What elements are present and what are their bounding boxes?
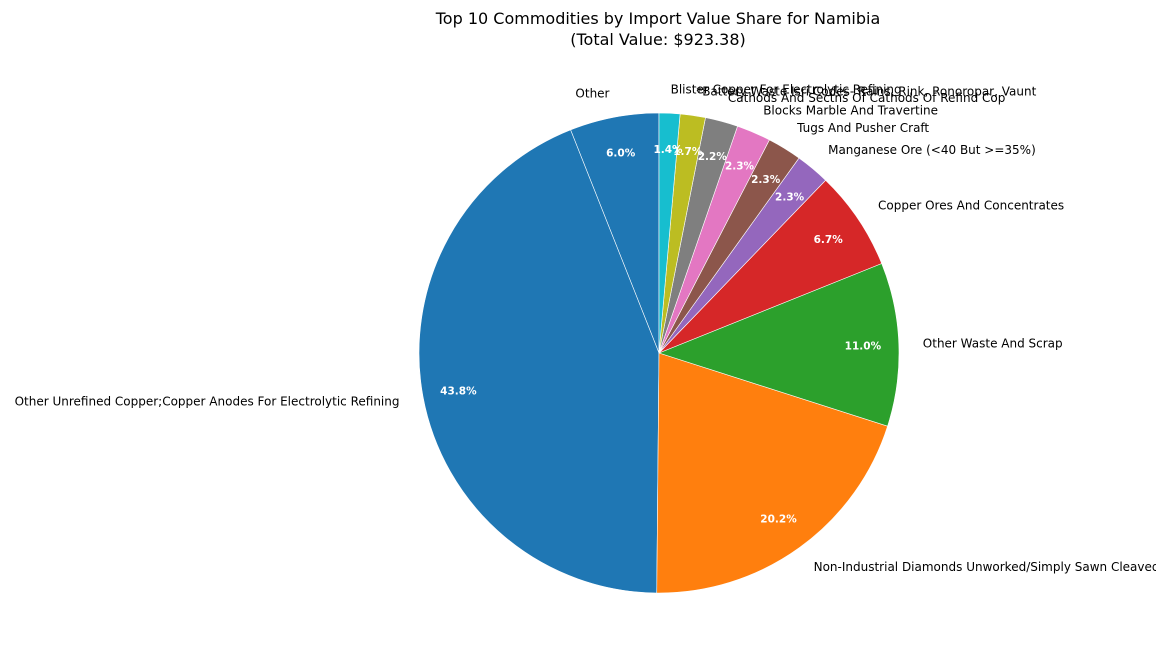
slice-label-10: Blister Copper For Electrolytic Refining	[671, 82, 902, 96]
percent-label-8: 2.2%	[698, 151, 728, 163]
slice-label-6: Tugs And Pusher Craft	[796, 121, 929, 135]
slice-label-8: Cathods And Sectns Of Cathods Of Refind …	[728, 91, 1005, 105]
percent-label-0: 6.0%	[606, 148, 636, 160]
slice-label-4: Copper Ores And Concentrates	[878, 199, 1064, 213]
slice-label-7: Blocks Marble And Travertine	[763, 103, 938, 117]
slice-label-9: *Battery Waste Isri Codes- Rains, Rink, …	[696, 85, 1036, 99]
pie-slice-3	[658, 263, 900, 427]
percent-label-4: 6.7%	[814, 234, 844, 246]
percent-label-6: 2.3%	[751, 174, 781, 186]
pie-slice-2	[656, 352, 888, 594]
chart-subtitle: (Total Value: $923.38)	[570, 30, 746, 49]
slice-label-0: Other	[575, 87, 609, 101]
chart-title: Top 10 Commodities by Import Value Share…	[435, 9, 881, 28]
slice-label-2: Non-Industrial Diamonds Unworked/Simply …	[814, 560, 1156, 574]
percent-labels: 6.0%43.8%20.2%11.0%6.7%2.3%2.3%2.3%2.2%1…	[440, 144, 881, 525]
percent-label-2: 20.2%	[760, 513, 797, 525]
slice-label-5: Manganese Ore (<40 But >=35%)	[828, 143, 1036, 157]
pie-slice-10	[658, 112, 681, 354]
percent-label-9: 1.7%	[673, 146, 703, 158]
percent-label-7: 2.3%	[725, 161, 755, 173]
percent-label-5: 2.3%	[775, 191, 805, 203]
slice-labels: Other Other Unrefined Copper;Copper Anode…	[15, 82, 1156, 574]
slice-label-1: Other Unrefined Copper;Copper Anodes For…	[15, 394, 400, 408]
slice-label-3: Other Waste And Scrap	[923, 337, 1063, 351]
percent-label-10: 1.4%	[653, 144, 683, 156]
percent-label-1: 43.8%	[440, 385, 477, 397]
pie-slices	[418, 112, 900, 594]
percent-label-3: 11.0%	[845, 341, 882, 353]
pie-slice-1	[418, 129, 660, 594]
